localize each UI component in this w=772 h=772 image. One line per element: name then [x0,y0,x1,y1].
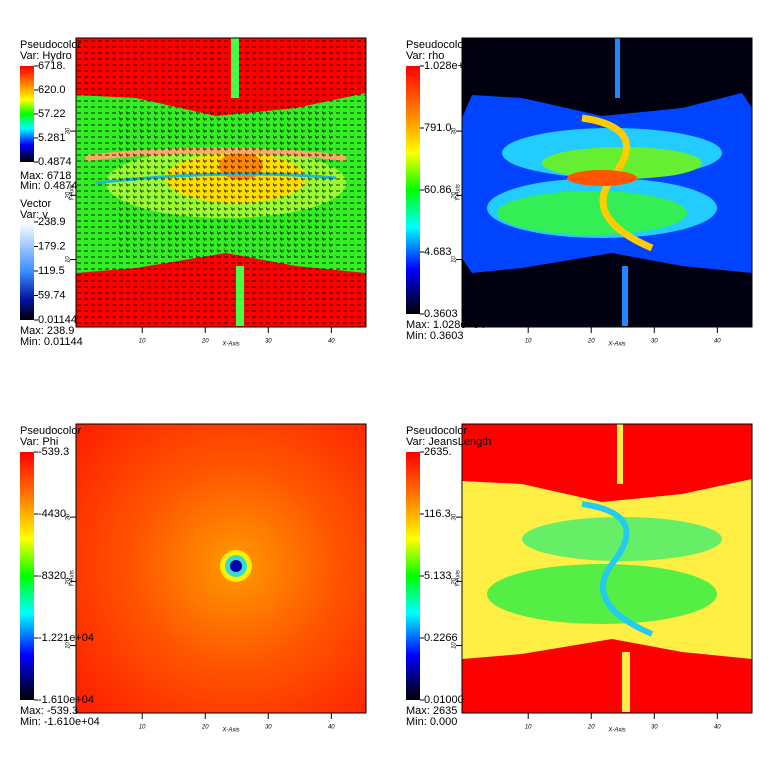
heatmap-phi [76,424,366,713]
x-tick-label: 40 [714,339,721,345]
legend-min: Min: 0.01144 [20,336,83,348]
legend-min: Min: 0.000 [406,716,457,728]
y-tick-label: 10 [66,642,72,649]
x-tick-label: 30 [265,339,272,345]
colorbar-label: 791.0 [424,122,452,134]
legend-title: Pseudocolor [406,425,467,437]
y-tick-label: 10 [452,256,458,263]
plot-frame [75,37,367,328]
legend-max: Max: 6718 [20,170,71,182]
colorbar-label: -4430. [38,508,69,520]
y-axis-label: Y-Axis [70,184,76,201]
x-tick-label: 30 [265,725,272,731]
colorbar-label: 238.9 [38,216,66,228]
y-axis-label: Y-Axis [456,184,462,201]
colorbar-label: 0.2266 [424,632,458,644]
x-axis-label: X-Axis [607,728,625,734]
y-axis-label: Y-Axis [70,570,76,587]
legend-title: Pseudocolor [406,39,467,51]
colorbar-label: 6718. [38,60,66,72]
x-tick-label: 30 [651,339,658,345]
x-axis-label: X-Axis [221,728,239,734]
colorbar-label: -1.221e+04 [38,632,94,644]
colorbar-label: -1.610e+04 [38,694,94,706]
colorbar-label: 2635. [424,446,452,458]
heatmap-jeans [462,424,752,713]
x-tick-label: 40 [328,339,335,345]
legend-variable: Var: Phi [20,436,58,448]
colorbar-label: 0.01144 [38,314,77,326]
colorbar-label: 119.5 [38,265,65,277]
colorbar [20,222,34,320]
x-tick-label: 40 [328,725,335,731]
colorbar-label: 0.4874 [38,156,72,168]
colorbar-label: 1.028e+04 [424,60,476,72]
colorbar [20,66,34,162]
legend-max: Max: 1.028e+04 [406,319,485,331]
legend-variable: Var: Hydro [20,50,72,62]
colorbar [406,452,420,700]
x-tick-label: 20 [201,725,209,731]
plot-frame [461,37,753,328]
colorbar-label: 5.281 [38,132,66,144]
legend-max: Max: -539.3 [20,705,78,717]
x-tick-label: 10 [525,339,532,345]
colorbar-label: 0.3603 [424,308,458,320]
x-tick-label: 20 [201,339,209,345]
colorbar-label: 0.01000 [424,694,464,706]
x-tick-label: 20 [587,339,595,345]
y-tick-label: 20 [452,191,458,199]
heatmap-rho [462,38,752,327]
plot-frame [461,423,753,714]
colorbar [20,452,34,700]
y-tick-label: 30 [452,127,458,134]
legend-variable: Var: rho [406,50,444,62]
legend-min: Min: 0.3603 [406,330,463,342]
y-axis-label: Y-Axis [456,570,462,587]
x-tick-label: 10 [525,725,532,731]
legend-title: Pseudocolor [20,39,81,51]
x-axis-label: X-Axis [221,342,239,348]
colorbar [406,66,420,314]
plot-frame [75,423,367,714]
x-tick-label: 30 [651,725,658,731]
y-tick-label: 20 [452,577,458,585]
colorbar-label: 179.2 [38,240,66,252]
legend-title: Pseudocolor [20,425,81,437]
colorbar-label: 59.74 [38,289,66,301]
y-tick-label: 20 [66,577,72,585]
colorbar-label: 5.133 [424,570,452,582]
x-tick-label: 10 [139,725,146,731]
legend-variable: Var: v [20,209,48,221]
legend-title: Vector [20,198,52,210]
colorbar-label: 4.683 [424,246,452,258]
colorbar-label: -8320. [38,570,69,582]
legend-max: Max: 2635 [406,705,457,717]
x-tick-label: 40 [714,725,721,731]
y-tick-label: 10 [66,256,72,263]
colorbar-label: 60.86 [424,184,452,196]
y-tick-label: 10 [452,642,458,649]
colorbar-label: 57.22 [38,108,66,120]
colorbar-label: 116.3 [424,508,451,520]
heatmap-hydro [76,38,366,327]
legend-variable: Var: JeansLength [406,436,491,448]
x-tick-label: 10 [139,339,146,345]
y-tick-label: 30 [452,513,458,520]
colorbar-label: -539.3 [38,446,69,458]
legend-max: Max: 238.9 [20,325,74,337]
legend-min: Min: 0.4874 [20,180,77,192]
y-tick-label: 30 [66,513,72,520]
x-tick-label: 20 [587,725,595,731]
x-axis-label: X-Axis [607,342,625,348]
colorbar-label: 620.0 [38,84,66,96]
y-tick-label: 20 [66,191,72,199]
y-tick-label: 30 [66,127,72,134]
legend-min: Min: -1.610e+04 [20,716,100,728]
